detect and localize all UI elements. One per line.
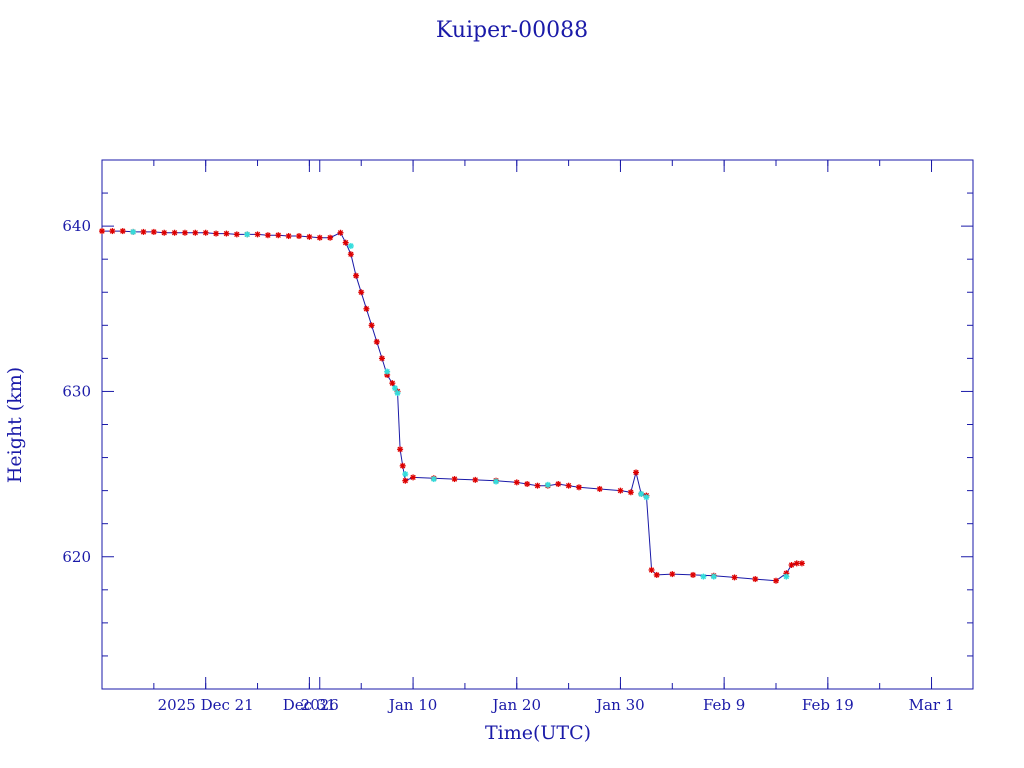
data-point	[378, 355, 385, 362]
data-point	[119, 228, 126, 235]
secondary-point	[710, 573, 717, 580]
data-point	[669, 571, 676, 578]
plot-frame	[101, 159, 974, 690]
x-axis-label: Time(UTC)	[485, 722, 591, 744]
data-point	[524, 481, 531, 488]
x-tick-label: Jan 30	[594, 696, 644, 714]
data-point	[565, 482, 572, 489]
data-point	[690, 571, 697, 578]
data-point	[223, 230, 230, 237]
data-point	[296, 233, 303, 240]
data-point	[368, 322, 375, 329]
secondary-point	[391, 385, 398, 392]
data-point	[555, 481, 562, 488]
data-point	[347, 251, 354, 258]
data-point	[633, 469, 640, 476]
secondary-point	[700, 573, 707, 580]
x-tick-label: 2025 Dec 21	[158, 696, 254, 714]
secondary-point	[402, 471, 409, 478]
data-point	[788, 562, 795, 569]
secondary-point	[244, 231, 251, 238]
data-point	[306, 233, 313, 240]
y-tick-label: 630	[62, 382, 91, 400]
data-point	[534, 482, 541, 489]
data-point	[181, 229, 188, 236]
secondary-point	[430, 476, 437, 483]
y-tick-label: 640	[62, 217, 91, 235]
data-point	[109, 228, 116, 235]
data-point	[337, 229, 344, 236]
y-axis: 620 630 640	[62, 159, 973, 690]
data-point	[648, 566, 655, 573]
data-point	[389, 380, 396, 387]
secondary-point	[384, 368, 391, 375]
x-tick-label: Jan 10	[387, 696, 437, 714]
data-point	[410, 474, 417, 481]
data-point	[192, 229, 199, 236]
data-point	[373, 338, 380, 345]
data-point	[596, 485, 603, 492]
x-tick-label: Mar 1	[909, 696, 955, 714]
data-point	[793, 560, 800, 567]
y-tick-label: 620	[62, 548, 91, 566]
data-point	[472, 476, 479, 483]
x-tick-label: Feb 19	[802, 696, 854, 714]
data-point	[254, 231, 261, 238]
data-point	[327, 234, 334, 241]
secondary-point	[394, 390, 401, 397]
data-point	[171, 229, 178, 236]
data-point	[399, 462, 406, 469]
data-point	[140, 228, 147, 235]
data-point	[99, 228, 105, 235]
plot-area	[99, 228, 805, 584]
data-point	[627, 489, 634, 496]
x-tick-label: Feb 9	[703, 696, 745, 714]
data-point	[213, 230, 220, 237]
data-point	[316, 234, 323, 241]
data-point	[653, 571, 660, 578]
data-point	[358, 289, 365, 296]
data-point	[161, 229, 168, 236]
series-line	[102, 230, 802, 582]
data-point	[617, 487, 624, 494]
y-axis-label: Height (km)	[4, 367, 26, 483]
data-point	[150, 228, 157, 235]
secondary-point	[347, 242, 354, 249]
chart-title: Kuiper-00088	[436, 18, 588, 43]
data-point	[451, 476, 458, 483]
x-tick-label: Jan 20	[491, 696, 541, 714]
x-tick-label: Dec 31	[283, 696, 336, 714]
secondary-point	[783, 573, 790, 580]
data-point	[752, 576, 759, 583]
data-point	[202, 229, 209, 236]
secondary-point	[638, 490, 645, 497]
secondary-point	[493, 478, 500, 485]
data-point	[353, 272, 360, 279]
x-tick-label: 2026	[301, 696, 339, 714]
secondary-point	[643, 494, 650, 501]
secondary-point	[544, 481, 551, 488]
data-point	[233, 231, 240, 238]
data-point	[397, 446, 404, 453]
data-point	[772, 577, 779, 584]
data-point	[275, 232, 282, 239]
data-point	[285, 233, 292, 240]
data-point	[731, 574, 738, 581]
data-point	[342, 239, 349, 246]
data-point	[363, 305, 370, 312]
data-point	[513, 479, 520, 486]
data-point	[264, 232, 271, 239]
data-point	[575, 484, 582, 491]
data-point	[798, 560, 805, 567]
data-point	[402, 477, 409, 484]
secondary-point	[130, 228, 137, 235]
